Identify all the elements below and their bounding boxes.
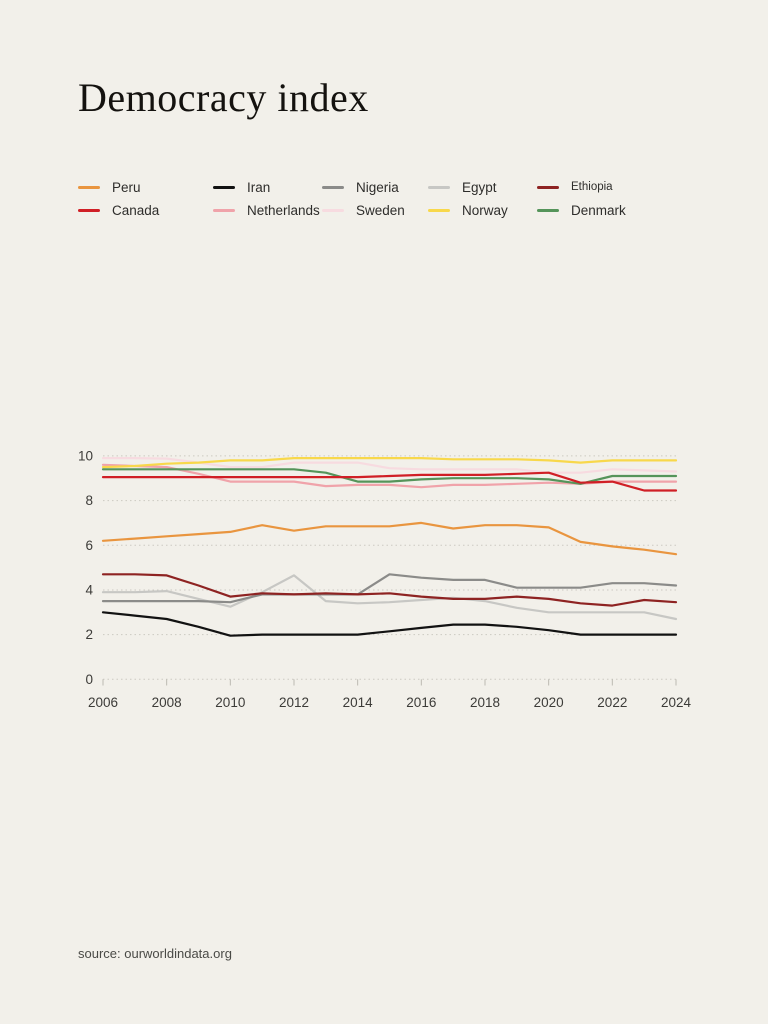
legend-label: Peru xyxy=(112,179,141,195)
legend-label: Sweden xyxy=(356,202,405,218)
x-axis-label-2020: 2020 xyxy=(534,695,564,710)
y-axis-label-10: 10 xyxy=(78,448,93,463)
y-axis-label-8: 8 xyxy=(85,493,93,508)
page-title: Democracy index xyxy=(78,75,369,120)
legend-item-denmark: Denmark xyxy=(537,200,667,220)
legend-dash-icon xyxy=(537,208,559,212)
legend-label: Denmark xyxy=(571,202,626,218)
y-axis-label-0: 0 xyxy=(85,672,93,687)
legend-item-nigeria: Nigeria xyxy=(322,177,428,197)
x-axis-label-2018: 2018 xyxy=(470,695,500,710)
legend-label: Egypt xyxy=(462,179,497,195)
legend-label: Canada xyxy=(112,202,160,218)
legend-label: Ethiopia xyxy=(571,181,613,193)
legend-dash-icon xyxy=(322,185,344,189)
x-axis-label-2022: 2022 xyxy=(597,695,627,710)
chart-legend: Peru Iran Nigeria Egypt Ethiopia Canada Nether… xyxy=(78,177,667,220)
x-axis-label-2008: 2008 xyxy=(152,695,182,710)
line-egypt xyxy=(101,574,678,621)
x-axis-label-2012: 2012 xyxy=(279,695,309,710)
x-axis-label-2014: 2014 xyxy=(343,695,374,710)
source-note: source: ourworldindata.org xyxy=(78,946,232,961)
legend-dash-icon xyxy=(78,208,100,212)
x-axis-label-2006: 2006 xyxy=(88,695,118,710)
legend-dash-icon xyxy=(213,185,235,189)
legend-item-iran: Iran xyxy=(213,177,322,197)
legend-dash-icon xyxy=(213,208,235,212)
y-axis-label-4: 4 xyxy=(85,582,93,597)
legend-item-norway: Norway xyxy=(428,200,537,220)
line-iran xyxy=(101,611,678,637)
legend-dash-icon xyxy=(322,208,344,212)
legend-label: Nigeria xyxy=(356,179,399,195)
legend-item-ethiopia: Ethiopia xyxy=(537,177,667,197)
y-axis-label-2: 2 xyxy=(85,627,93,642)
line-norway xyxy=(101,457,678,469)
legend-item-egypt: Egypt xyxy=(428,177,537,197)
y-axis-label-6: 6 xyxy=(85,538,93,553)
legend-label: Netherlands xyxy=(247,202,320,218)
x-axis-label-2016: 2016 xyxy=(406,695,436,710)
legend-item-peru: Peru xyxy=(78,177,213,197)
legend-dash-icon xyxy=(78,185,100,189)
line-canada xyxy=(101,471,678,492)
legend-label: Iran xyxy=(247,179,271,195)
legend-dash-icon xyxy=(428,208,450,212)
legend-label: Norway xyxy=(462,202,508,218)
x-axis-label-2010: 2010 xyxy=(215,695,245,710)
x-axis-label-2024: 2024 xyxy=(661,695,692,710)
line-nigeria xyxy=(101,573,678,604)
line-sweden xyxy=(101,457,678,474)
legend-dash-icon xyxy=(537,185,559,189)
legend-dash-icon xyxy=(428,185,450,189)
legend-item-netherlands: Netherlands xyxy=(213,200,322,220)
legend-item-canada: Canada xyxy=(78,200,213,220)
legend-item-sweden: Sweden xyxy=(322,200,428,220)
line-ethiopia xyxy=(101,573,678,607)
line-peru xyxy=(101,521,678,556)
